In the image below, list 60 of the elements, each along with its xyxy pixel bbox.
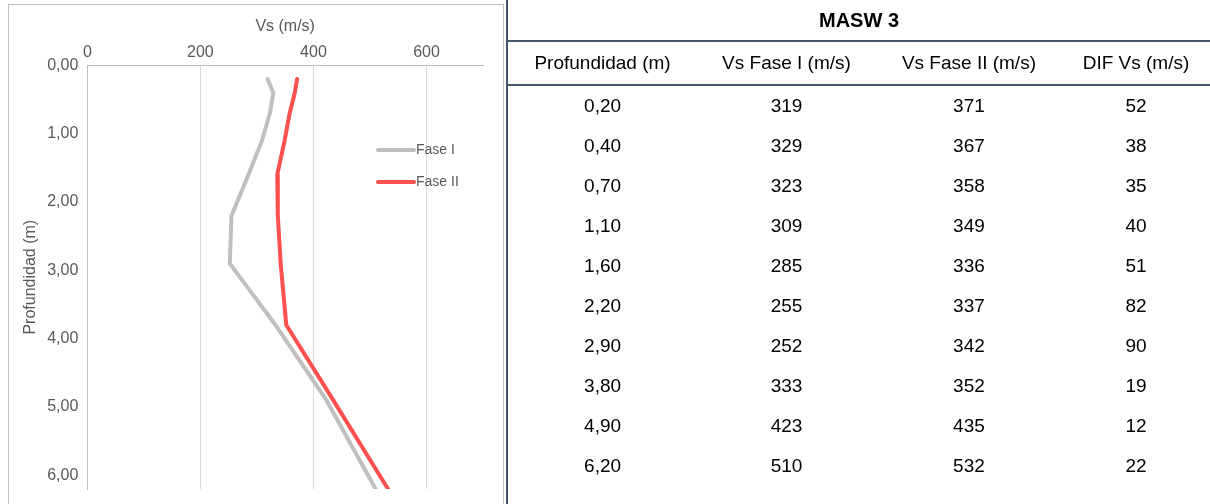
- y-tick-label: 4,00: [47, 329, 79, 347]
- text: 1,60: [584, 255, 622, 276]
- text: 82: [1125, 295, 1147, 316]
- text: 358: [953, 175, 985, 196]
- x-tick-label: 0: [82, 43, 92, 61]
- text: 22: [1125, 455, 1147, 476]
- x-tick-label: 200: [187, 43, 214, 61]
- text: 19: [1125, 375, 1147, 396]
- text: 0,20: [584, 95, 622, 116]
- text: 532: [953, 455, 985, 476]
- legend-label: Fase II: [416, 172, 459, 189]
- text: 40: [1125, 215, 1147, 236]
- x-axis-title: Vs (m/s): [255, 17, 315, 35]
- y-tick-label: 1,00: [47, 124, 79, 142]
- text: 4,90: [584, 415, 622, 436]
- x-tick-label: 600: [413, 43, 440, 61]
- text: 510: [770, 455, 803, 476]
- text: 3,80: [584, 375, 622, 396]
- text: 423: [770, 415, 803, 436]
- text: 2,90: [584, 335, 622, 356]
- text: 90: [1125, 335, 1147, 356]
- y-tick-label: 3,00: [47, 260, 79, 278]
- y-tick-label: 6,00: [47, 465, 79, 483]
- text: 333: [770, 375, 803, 396]
- text: 12: [1125, 415, 1147, 436]
- y-tick-label: 5,00: [47, 397, 79, 415]
- x-tick-label: 400: [300, 43, 327, 61]
- legend-label: Fase I: [416, 140, 455, 157]
- text: 337: [953, 295, 985, 316]
- category-label: Profundidad (m): [508, 41, 698, 85]
- text: 352: [953, 375, 985, 396]
- text: MASW 3: [508, 0, 1210, 41]
- y-tick-label: 2,00: [47, 192, 79, 210]
- text: 349: [953, 215, 985, 236]
- text: 342: [953, 335, 985, 356]
- text: 329: [770, 135, 803, 156]
- text: 35: [1125, 175, 1147, 196]
- category-label: Vs Fase II (m/s): [875, 41, 1062, 85]
- text: 51: [1125, 255, 1147, 276]
- text: 38: [1125, 135, 1147, 156]
- text: 323: [770, 175, 803, 196]
- text: 367: [953, 135, 985, 156]
- category-label: Vs Fase I (m/s): [697, 41, 876, 85]
- text: 0,70: [584, 175, 622, 196]
- text: 2,20: [584, 295, 622, 316]
- y-tick-label: 0,00: [47, 55, 79, 73]
- text: 0,40: [584, 135, 622, 156]
- text: 319: [770, 95, 803, 116]
- text: 309: [770, 215, 803, 236]
- y-axis-title: Profundidad (m): [21, 219, 39, 335]
- text: 371: [953, 95, 985, 116]
- text: 255: [770, 295, 803, 316]
- text: 252: [770, 335, 803, 356]
- text: 336: [953, 255, 985, 276]
- text: 435: [953, 415, 985, 436]
- category-label: DIF Vs (m/s): [1062, 41, 1210, 85]
- text: 52: [1125, 95, 1147, 116]
- text: 285: [770, 255, 803, 276]
- text: 6,20: [584, 455, 622, 476]
- text: 1,10: [584, 215, 622, 236]
